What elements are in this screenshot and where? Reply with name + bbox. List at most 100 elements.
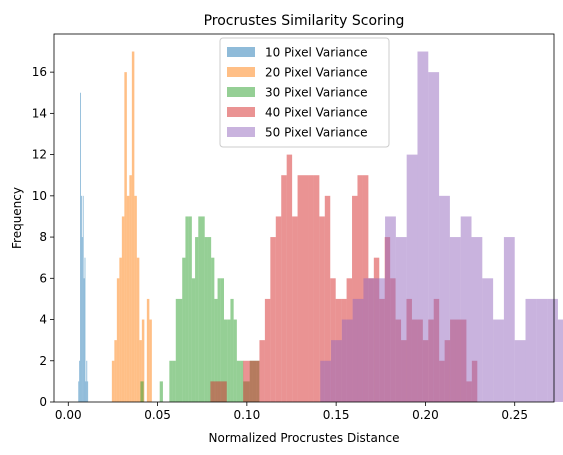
legend-box xyxy=(219,37,390,148)
histogram-bar xyxy=(313,175,320,402)
histogram-bar xyxy=(557,319,563,402)
histogram-bar xyxy=(482,278,494,402)
x-axis-label: Normalized Procrustes Distance xyxy=(209,431,400,445)
legend-label: 20 Pixel Variance xyxy=(265,66,368,80)
histogram-bar xyxy=(248,360,254,402)
histogram-bar xyxy=(211,257,215,402)
chart-title: Procrustes Similarity Scoring xyxy=(204,13,405,29)
y-tick-label: 0 xyxy=(39,395,47,409)
histogram-bar xyxy=(297,175,304,402)
legend-swatch xyxy=(227,127,255,137)
histogram-bar xyxy=(514,340,526,402)
histogram-bar xyxy=(198,216,202,402)
histogram-bar xyxy=(236,360,241,402)
histogram-bar xyxy=(292,216,298,402)
histogram-bar xyxy=(134,195,137,402)
histogram-bar xyxy=(308,175,314,402)
legend-swatch xyxy=(227,47,255,57)
legend-swatch xyxy=(227,67,255,77)
histogram-bar xyxy=(341,319,353,402)
legend-label: 10 Pixel Variance xyxy=(265,46,368,60)
histogram-bar xyxy=(286,154,293,402)
legend-item: 40 Pixel Variance xyxy=(227,106,368,120)
histogram-bar xyxy=(547,298,558,402)
x-tick-label: 0.25 xyxy=(501,408,528,422)
histogram-bar xyxy=(320,360,332,402)
histogram-bar xyxy=(80,92,81,403)
histogram-bar xyxy=(83,278,85,402)
histogram-bar xyxy=(224,319,228,402)
histogram-bar xyxy=(182,257,186,402)
histogram-bars xyxy=(78,51,563,403)
legend: 10 Pixel Variance 20 Pixel Variance 30 Pix… xyxy=(219,37,390,148)
histogram-bar xyxy=(331,340,342,402)
legend-item: 10 Pixel Variance xyxy=(227,46,368,60)
legend-label: 40 Pixel Variance xyxy=(265,106,368,120)
histogram-bar xyxy=(172,360,176,402)
histogram-bar xyxy=(275,216,282,402)
histogram-bar xyxy=(319,216,325,402)
histogram-bar xyxy=(80,195,82,402)
histogram-bar xyxy=(195,237,199,402)
histogram-bar xyxy=(131,51,135,403)
series-1-bars xyxy=(78,92,89,403)
histogram-bar xyxy=(259,340,265,402)
x-axis: 0.00 0.05 0.10 0.15 0.20 0.25 xyxy=(55,402,528,422)
histogram-bar xyxy=(124,72,127,403)
histogram-bar xyxy=(141,319,145,402)
histogram-bar xyxy=(78,381,80,402)
histogram-bar xyxy=(221,381,227,402)
histogram-bar xyxy=(471,237,483,402)
histogram-bar xyxy=(428,72,440,403)
histogram-bar xyxy=(201,216,205,402)
histogram-bar xyxy=(215,381,222,402)
legend-item: 20 Pixel Variance xyxy=(227,66,368,80)
y-tick-label: 12 xyxy=(32,148,47,162)
histogram-bar xyxy=(179,298,183,402)
histogram-bar xyxy=(140,381,144,402)
histogram-bar xyxy=(214,298,218,402)
histogram-bar xyxy=(79,360,81,402)
plot-frame xyxy=(53,33,555,403)
histogram-bar xyxy=(175,298,179,402)
histogram-bar xyxy=(85,381,87,402)
histogram-bar xyxy=(406,154,418,402)
x-tick-label: 0.05 xyxy=(144,408,171,422)
histogram-bar xyxy=(363,278,375,402)
histogram-bar xyxy=(303,175,309,402)
legend-label: 30 Pixel Variance xyxy=(265,86,368,100)
histogram-bar xyxy=(149,319,152,402)
histogram-bar xyxy=(536,298,548,402)
histogram-bar xyxy=(357,175,363,402)
histogram-bar xyxy=(439,195,450,402)
histogram-bar xyxy=(81,237,83,402)
histogram-bar xyxy=(233,319,237,402)
histogram-bar xyxy=(114,340,117,402)
histogram-bar xyxy=(243,360,249,402)
histogram-bar xyxy=(264,298,271,402)
histogram-bar xyxy=(159,381,163,402)
histogram-bar xyxy=(84,257,86,402)
histogram-bar xyxy=(417,51,429,403)
histogram-bar xyxy=(503,237,515,402)
histogram-bar xyxy=(324,195,331,402)
histogram-bar xyxy=(281,175,287,402)
histogram-bar xyxy=(188,216,192,402)
histogram-bar xyxy=(330,278,336,402)
histogram-bar xyxy=(129,175,132,402)
histogram-bar xyxy=(139,340,142,402)
series-2-bars xyxy=(111,51,152,403)
legend-swatch xyxy=(227,107,255,117)
histogram-bar xyxy=(395,237,407,402)
histogram-bar xyxy=(525,298,537,402)
histogram-bar xyxy=(169,360,173,402)
y-axis: 0 2 4 6 8 10 12 14 16 xyxy=(32,65,54,409)
histogram-bar xyxy=(136,257,140,402)
histogram-bar xyxy=(460,216,472,402)
x-tick-label: 0.20 xyxy=(412,408,439,422)
histogram-bar xyxy=(126,195,130,402)
x-tick-label: 0.10 xyxy=(233,408,260,422)
legend-swatch xyxy=(227,87,255,97)
histogram-bar xyxy=(82,195,84,402)
